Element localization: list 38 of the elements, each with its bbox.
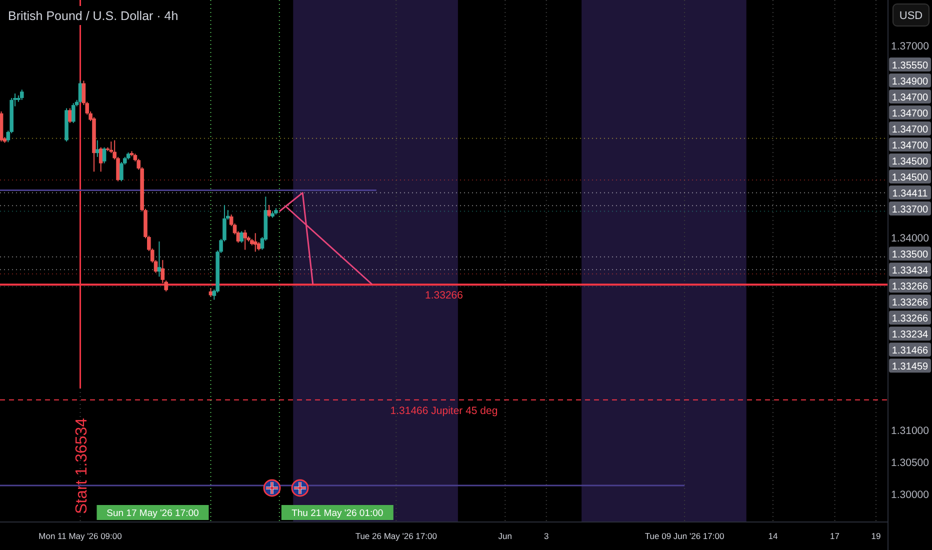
y-tick-label: 1.37000 <box>891 40 930 52</box>
ref-line-label: Start 1.36534 <box>73 418 90 514</box>
y-tick-label: 1.34000 <box>891 232 930 245</box>
text: 1.34500 <box>892 156 929 168</box>
text: 1.31466 <box>892 346 929 357</box>
text: 1.33266 <box>892 298 929 309</box>
ref-line-label: Thu 21 May '26 01:00 <box>292 508 384 519</box>
text: 1.34700 <box>892 92 929 104</box>
text: 1.33434 <box>892 266 929 277</box>
y-tick-label: 1.31000 <box>891 424 930 437</box>
text: 1.34900 <box>892 76 929 88</box>
x-tick-label: 3 <box>544 531 549 541</box>
x-tick-label: 19 <box>871 531 881 541</box>
text: British Pound / U.S. Dollar · 4h <box>8 9 178 23</box>
text: 1.34700 <box>892 124 929 136</box>
y-tick-label: 1.30000 <box>891 488 930 501</box>
text: 1.33266 <box>892 282 929 293</box>
x-tick-label: 14 <box>768 531 778 541</box>
x-tick-label: Tue 26 May '26 17:00 <box>355 531 438 541</box>
text: 1.35550 <box>892 60 929 72</box>
y-tick-label: 1.30500 <box>891 456 930 469</box>
ref-line-label: 1.31466 Jupiter 45 deg <box>390 404 498 417</box>
text: 1.34700 <box>892 140 929 152</box>
text: 1.33700 <box>892 204 929 216</box>
ref-line-label: Sun 17 May '26 17:00 <box>106 508 199 519</box>
ref-line-label: 1.33266 <box>425 290 464 302</box>
text: 1.34700 <box>892 108 929 120</box>
text: 1.33266 <box>892 314 929 325</box>
text: 1.33234 <box>892 330 929 341</box>
x-tick-label: Jun <box>498 531 512 541</box>
text: 1.34411 <box>892 188 928 200</box>
y-axis-title: USD <box>899 10 923 22</box>
x-tick-label: 17 <box>830 531 840 541</box>
x-tick-label: Mon 11 May '26 09:00 <box>38 531 122 541</box>
text: 1.33500 <box>892 250 929 261</box>
text: 1.31459 <box>892 362 929 373</box>
x-tick-label: Tue 09 Jun '26 17:00 <box>644 531 724 541</box>
text: 1.34500 <box>892 172 929 184</box>
